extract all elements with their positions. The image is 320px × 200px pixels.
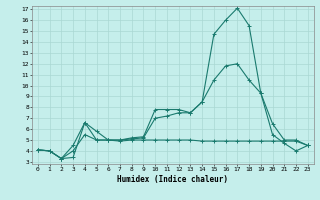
X-axis label: Humidex (Indice chaleur): Humidex (Indice chaleur) bbox=[117, 175, 228, 184]
